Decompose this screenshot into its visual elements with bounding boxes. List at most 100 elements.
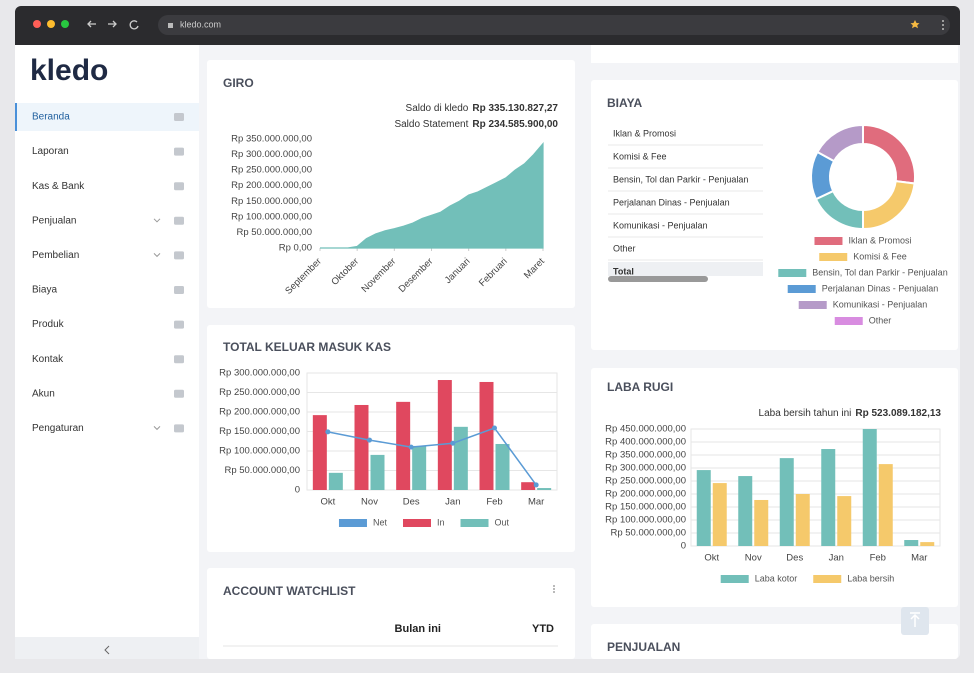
legend-swatch <box>720 575 749 583</box>
chevron <box>153 218 161 223</box>
lock-icon <box>168 23 173 28</box>
x-tick-label: Mar <box>528 497 544 508</box>
active-item-bg <box>15 103 199 131</box>
y-tick-label: Rp 50.000.000,00 <box>610 528 686 539</box>
y-tick-label: Rp 400.000.000,00 <box>605 437 686 448</box>
legend-swatch <box>813 575 842 583</box>
point <box>533 482 539 488</box>
x-tick-label: Nov <box>745 553 762 564</box>
saldo: Saldo di kledo Rp 335.130.827,27 <box>406 103 559 114</box>
nav-icon <box>174 113 184 121</box>
y-tick-label: Rp 250.000.000,00 <box>219 387 300 398</box>
nav-icon <box>174 216 184 225</box>
point <box>325 429 331 435</box>
bar <box>370 454 385 490</box>
bar <box>738 476 753 546</box>
nav-item[interactable]: Biaya <box>32 285 57 296</box>
bar <box>920 542 935 546</box>
note: Laba bersih tahun ini Rp 523.089.182,13 <box>759 408 942 419</box>
area <box>320 142 544 249</box>
bar <box>521 482 536 490</box>
nav-item[interactable]: Beranda <box>32 112 70 123</box>
x-tick-label: Nov <box>361 497 378 508</box>
bar <box>712 483 727 546</box>
bar <box>412 445 427 490</box>
y-tick-label: Rp 200.000.000,00 <box>219 407 300 418</box>
y-tick-label: Rp 300.000.000,00 <box>219 368 300 379</box>
forward-button[interactable] <box>108 20 117 28</box>
minimize-button[interactable] <box>47 20 55 28</box>
scrollbar[interactable] <box>608 276 708 282</box>
bar <box>837 496 852 546</box>
nav-item[interactable]: Kas & Bank <box>32 181 85 192</box>
point <box>492 425 497 431</box>
y-tick-label: Rp 150.000.000,00 <box>605 502 686 513</box>
nav-icon <box>174 286 184 294</box>
y-tick-label: 0 <box>295 485 300 496</box>
card-title: TOTAL KELUAR MASUK KAS <box>223 340 391 354</box>
legend-swatch <box>787 285 816 293</box>
chevron <box>153 253 161 258</box>
nav-icon <box>174 389 184 398</box>
line <box>327 427 537 486</box>
legend-swatch <box>778 269 807 277</box>
back-button[interactable] <box>87 20 96 28</box>
bar <box>537 488 552 490</box>
y-tick-label: Rp 200.000.000,00 <box>231 180 312 191</box>
nav-item[interactable]: Pengaturan <box>32 423 84 434</box>
bar <box>878 464 893 546</box>
close-button[interactable] <box>33 20 41 28</box>
nav-item[interactable]: Kontak <box>32 354 64 365</box>
y-tick-label: Rp 50.000.000,00 <box>236 227 312 238</box>
y-tick-label: Rp 350.000.000,00 <box>605 450 686 461</box>
y-tick-label: Rp 450.000.000,00 <box>605 424 686 435</box>
nav-item[interactable]: Akun <box>32 388 55 399</box>
legend-swatch <box>814 237 843 245</box>
nav-item[interactable]: Pembelian <box>32 250 79 261</box>
card <box>591 45 958 63</box>
legend-label: Iklan & Promosi <box>848 235 911 245</box>
total-row <box>608 262 763 276</box>
watchlist-menu[interactable] <box>553 585 555 593</box>
bar <box>779 458 794 546</box>
legend-label: Perjalanan Dinas - Penjualan <box>822 283 939 293</box>
card <box>207 325 575 552</box>
menu-dots[interactable] <box>942 20 944 30</box>
note-value: Rp 523.089.182,13 <box>855 408 941 419</box>
y-tick-label: Rp 50.000.000,00 <box>224 465 300 476</box>
bar <box>495 443 510 490</box>
url: kledo.com <box>180 19 221 29</box>
legend-swatch <box>338 519 367 527</box>
table-row: Iklan & Promosi <box>613 128 676 138</box>
table-row: Total <box>613 266 634 276</box>
y-tick-label: Rp 100.000.000,00 <box>605 515 686 526</box>
legend-label: Bensin, Tol dan Parkir - Penjualan <box>812 267 947 277</box>
address-bar[interactable] <box>158 15 950 35</box>
legend-swatch <box>819 253 848 261</box>
nav-icon <box>174 424 184 433</box>
legend-swatch <box>834 317 863 325</box>
maximize-button[interactable] <box>61 20 69 28</box>
bar <box>754 499 769 546</box>
bookmark-star[interactable] <box>910 20 920 29</box>
column-header: Bulan ini <box>395 623 441 635</box>
y-tick-label: Rp 150.000.000,00 <box>231 196 312 207</box>
legend-swatch <box>402 519 431 527</box>
nav-item[interactable]: Produk <box>32 319 65 330</box>
bar <box>312 415 327 490</box>
nav-icon <box>174 251 184 260</box>
x-tick-label: Des <box>403 497 420 508</box>
y-tick-label: Rp 250.000.000,00 <box>605 476 686 487</box>
column-header: YTD <box>532 623 554 635</box>
nav-item[interactable]: Laporan <box>32 146 69 157</box>
bar <box>479 381 494 490</box>
nav-item[interactable]: Penjualan <box>32 215 76 226</box>
bar <box>821 449 836 546</box>
legend-swatch <box>460 519 489 527</box>
reload-button[interactable] <box>129 20 139 30</box>
x-tick-label: Des <box>786 553 803 564</box>
card <box>591 368 958 607</box>
nav-icon <box>174 182 184 191</box>
note-label: Laba bersih tahun ini <box>759 408 852 419</box>
